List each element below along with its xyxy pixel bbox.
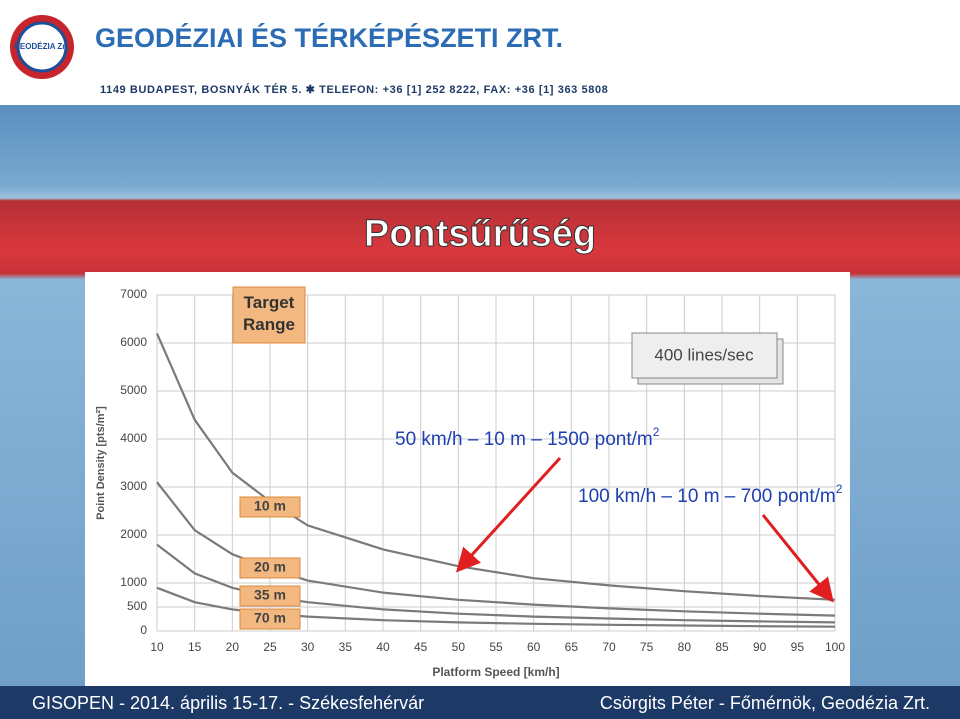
y-tick-label: 7000 [120, 287, 147, 301]
x-tick-label: 25 [263, 640, 277, 654]
company-address: 1149 BUDAPEST, BOSNYÁK TÉR 5. ✱ TELEFON:… [100, 83, 608, 96]
y-axis-label: Point Density [pts/m²] [95, 406, 107, 520]
y-tick-label: 2000 [120, 527, 147, 541]
y-tick-label: 0 [140, 623, 147, 637]
x-tick-label: 75 [640, 640, 654, 654]
line [155, 332, 836, 601]
y-tick-label: 1000 [120, 575, 147, 589]
x-tick-label: 70 [602, 640, 616, 654]
x-tick-label: 65 [565, 640, 579, 654]
line [156, 586, 836, 628]
x-tick-label: 55 [489, 640, 503, 654]
x-tick-label: 15 [188, 640, 202, 654]
legend-title: Target Range [243, 293, 295, 334]
x-tick-label: 10 [150, 640, 164, 654]
slide-title: Pontsűrűség [364, 213, 596, 255]
series-label: 10 m [254, 498, 286, 514]
x-tick-label: 20 [226, 640, 240, 654]
x-tick-label: 40 [376, 640, 390, 654]
legend-title-box [232, 286, 306, 344]
y-tick-label: 500 [127, 599, 147, 613]
x-tick-label: 100 [825, 640, 845, 654]
series-label-box [239, 608, 301, 630]
x-tick-label: 80 [678, 640, 692, 654]
arrow [455, 456, 562, 573]
arrow [761, 514, 834, 603]
annotation: 100 km/h – 10 m – 700 pont/m2 [578, 482, 843, 507]
header: GEODÉZIA Zrt. GEODÉZIAI ÉS TÉRKÉPÉSZETI … [0, 0, 960, 105]
x-tick-label: 50 [452, 640, 466, 654]
note-box [631, 332, 778, 379]
series-label-box [239, 585, 301, 607]
footer-left: GISOPEN - 2014. április 15-17. - Székesf… [32, 693, 425, 713]
logo-globe [16, 21, 68, 73]
x-tick-label: 30 [301, 640, 315, 654]
note: 400 lines/sec [654, 345, 754, 364]
logo-text: GEODÉZIA Zrt. [14, 42, 71, 51]
y-tick-label: 5000 [120, 383, 147, 397]
company-name: GEODÉZIAI ÉS TÉRKÉPÉSZETI ZRT. [95, 22, 563, 53]
x-tick-label: 35 [339, 640, 353, 654]
x-tick-label: 60 [527, 640, 541, 654]
header-graphic: GEODÉZIA Zrt. GEODÉZIAI ÉS TÉRKÉPÉSZETI … [10, 15, 608, 96]
y-tick-label: 6000 [120, 335, 147, 349]
lines: 10 m 20 m 35 m 70 m [155, 332, 836, 630]
series-label: 35 m [254, 587, 286, 603]
x-tick-label: 45 [414, 640, 428, 654]
x-axis-label: Platform Speed [km/h] [432, 665, 559, 679]
series-label: 20 m [254, 559, 286, 575]
line [156, 543, 836, 624]
footer-right: Csörgits Péter - Főmérnök, Geodézia Zrt. [599, 693, 930, 713]
series-label-box [239, 496, 301, 518]
annotation: 50 km/h – 10 m – 1500 pont/m2 [395, 425, 660, 450]
series-label-box [239, 557, 301, 579]
y-tick-label: 3000 [120, 479, 147, 493]
footer: GISOPEN - 2014. április 15-17. - Székesf… [0, 686, 960, 719]
line [156, 481, 836, 617]
x-tick-label: 85 [715, 640, 729, 654]
y-tick-label: 4000 [120, 431, 147, 445]
x-tick-label: 90 [753, 640, 767, 654]
series-label: 70 m [254, 610, 286, 626]
x-tick-label: 95 [791, 640, 805, 654]
